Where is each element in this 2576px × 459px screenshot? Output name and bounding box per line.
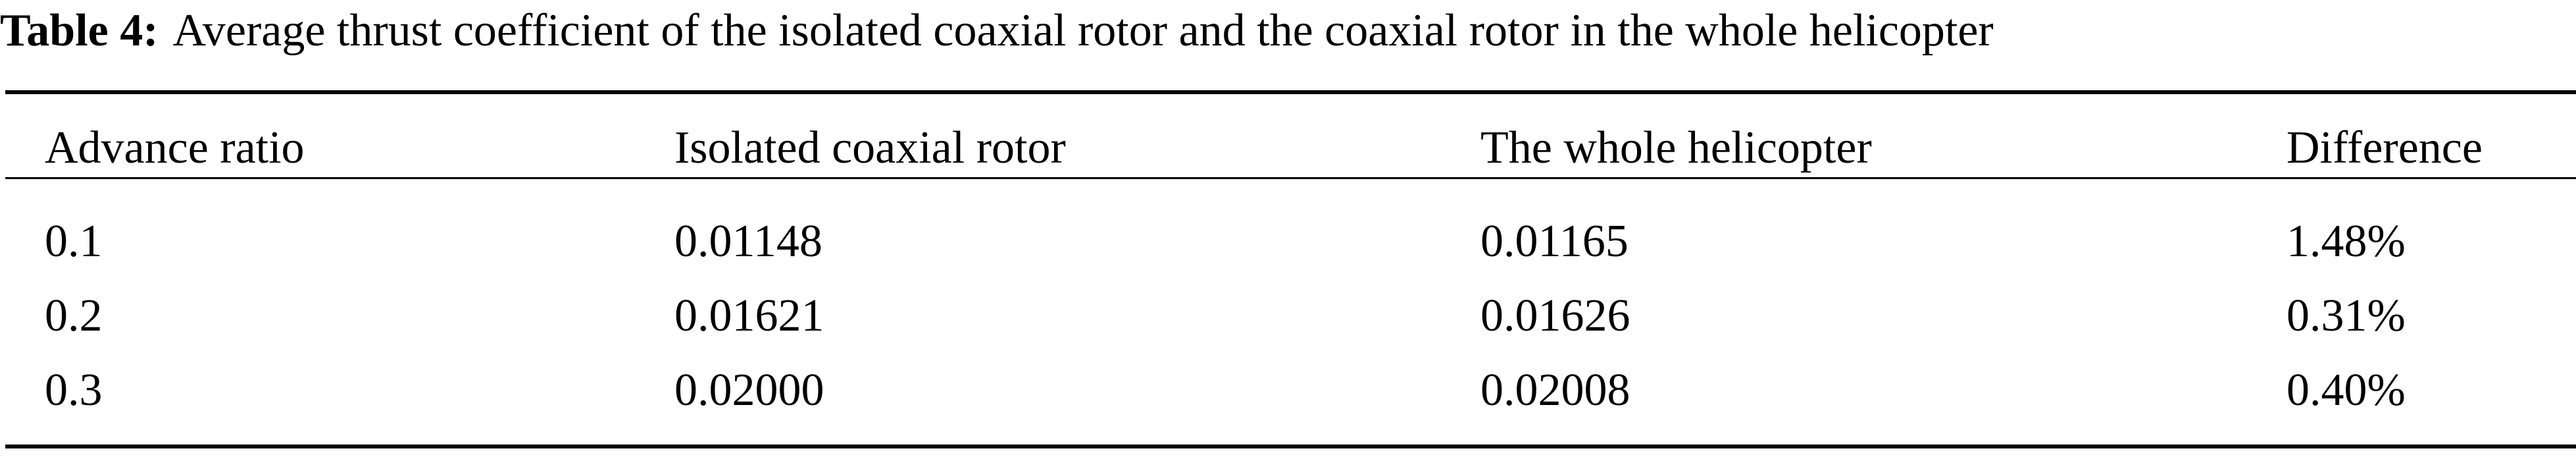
header-difference: Difference: [2286, 122, 2483, 173]
header-whole-helicopter: The whole helicopter: [1480, 122, 1872, 173]
top-rule: [5, 90, 2576, 94]
cell-difference: 0.40%: [2286, 365, 2406, 416]
cell-isolated-rotor: 0.02000: [674, 365, 824, 416]
cell-isolated-rotor: 0.01621: [674, 290, 824, 341]
cell-whole-helicopter: 0.02008: [1480, 365, 1630, 416]
cell-advance-ratio: 0.1: [45, 216, 103, 267]
table-caption: Table 4: Average thrust coefficient of th…: [0, 1, 1994, 61]
header-rule: [5, 177, 2576, 179]
header-isolated-rotor: Isolated coaxial rotor: [674, 122, 1066, 173]
cell-isolated-rotor: 0.01148: [674, 216, 822, 267]
caption-text: Average thrust coefficient of the isolat…: [172, 5, 1994, 56]
cell-difference: 1.48%: [2286, 216, 2406, 267]
cell-difference: 0.31%: [2286, 290, 2406, 341]
caption-label: Table 4:: [0, 5, 159, 56]
cell-whole-helicopter: 0.01165: [1480, 216, 1629, 267]
cell-advance-ratio: 0.2: [45, 290, 103, 341]
cell-whole-helicopter: 0.01626: [1480, 290, 1630, 341]
header-advance-ratio: Advance ratio: [45, 122, 305, 173]
bottom-rule: [5, 445, 2576, 448]
cell-advance-ratio: 0.3: [45, 365, 103, 416]
